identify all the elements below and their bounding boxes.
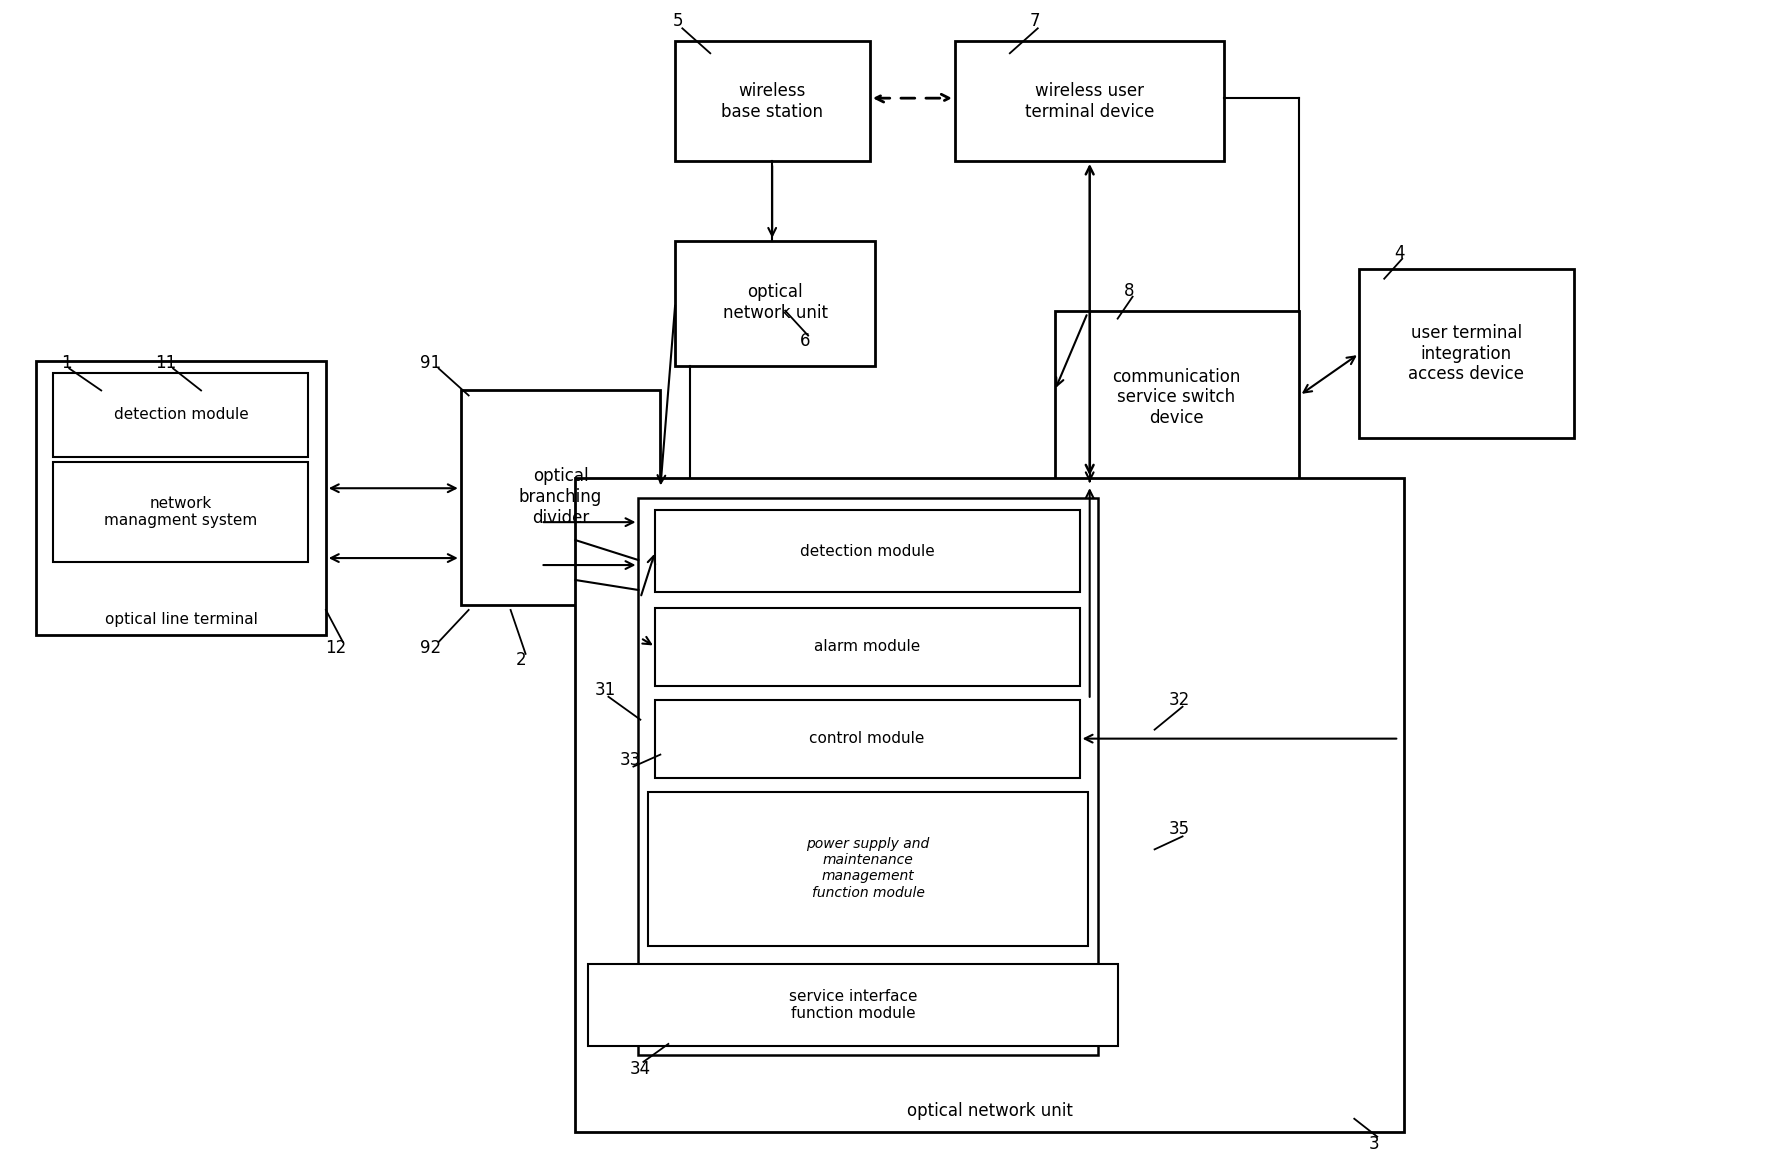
Text: service interface
function module: service interface function module: [789, 989, 917, 1021]
Bar: [955, 41, 1225, 161]
Text: 7: 7: [1029, 13, 1040, 30]
Text: 8: 8: [1124, 281, 1134, 300]
Text: wireless
base station: wireless base station: [722, 82, 823, 121]
Bar: [649, 791, 1088, 946]
Text: optical line terminal: optical line terminal: [105, 613, 258, 627]
Text: 91: 91: [420, 354, 441, 372]
Bar: [638, 498, 1097, 1055]
Text: 6: 6: [800, 332, 811, 349]
Text: detection module: detection module: [800, 544, 935, 559]
Text: optical
network unit: optical network unit: [722, 284, 829, 322]
Text: power supply and
maintenance
management
function module: power supply and maintenance management …: [807, 837, 930, 900]
Text: alarm module: alarm module: [814, 640, 921, 654]
Text: 2: 2: [516, 650, 526, 669]
Text: 31: 31: [596, 681, 615, 699]
Text: 12: 12: [325, 639, 347, 656]
Bar: [656, 510, 1079, 592]
Text: 5: 5: [674, 13, 683, 30]
Text: 34: 34: [629, 1059, 651, 1078]
Bar: [656, 608, 1079, 686]
Text: 32: 32: [1168, 690, 1189, 709]
Text: detection module: detection module: [114, 407, 249, 422]
Bar: [676, 240, 875, 366]
Bar: [656, 700, 1079, 777]
Text: 92: 92: [420, 639, 441, 656]
Bar: [1054, 311, 1300, 485]
Text: communication
service switch
device: communication service switch device: [1113, 368, 1241, 428]
Text: 33: 33: [621, 750, 642, 769]
Text: wireless user
terminal device: wireless user terminal device: [1024, 82, 1154, 121]
Bar: [53, 462, 308, 563]
Bar: [589, 965, 1118, 1045]
Text: network
managment system: network managment system: [105, 496, 258, 529]
Bar: [676, 41, 869, 161]
Text: optical network unit: optical network unit: [907, 1102, 1072, 1119]
Bar: [576, 478, 1405, 1132]
Text: user terminal
integration
access device: user terminal integration access device: [1408, 323, 1524, 383]
Text: optical
branching
divider: optical branching divider: [519, 468, 603, 527]
Bar: [1358, 268, 1574, 438]
Text: 4: 4: [1394, 244, 1405, 261]
Text: control module: control module: [809, 731, 925, 747]
Bar: [461, 390, 660, 605]
Text: 11: 11: [155, 354, 176, 372]
Text: 35: 35: [1168, 820, 1189, 838]
Bar: [36, 361, 325, 635]
Text: 3: 3: [1369, 1134, 1380, 1153]
Bar: [53, 373, 308, 457]
Text: 1: 1: [60, 354, 71, 372]
